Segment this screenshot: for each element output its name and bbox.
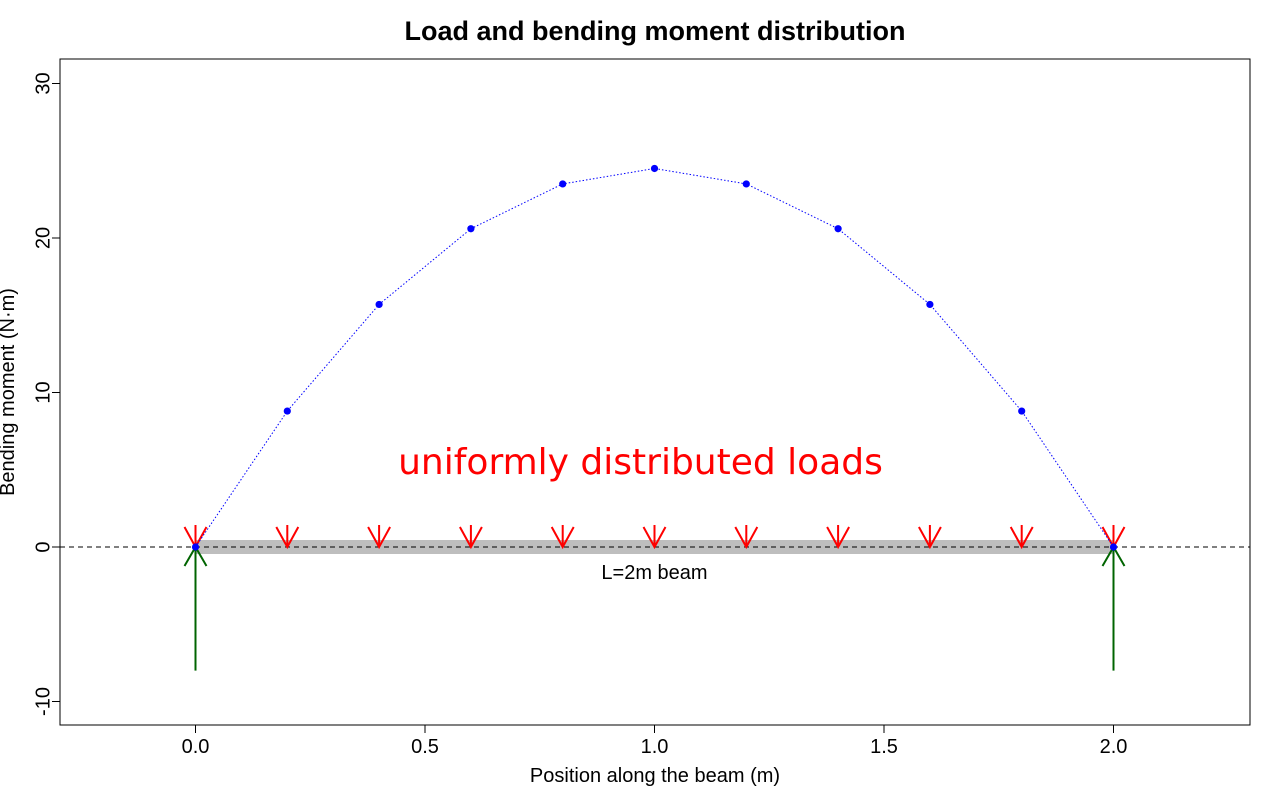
x-tick-label: 0.0 <box>182 736 210 758</box>
x-tick-label: 0.5 <box>411 736 439 758</box>
moment-point <box>191 543 200 551</box>
moment-point <box>375 300 383 309</box>
beam-label: L=2m beam <box>601 562 707 584</box>
x-tick-label: 2.0 <box>1100 736 1128 758</box>
moment-point <box>1109 543 1118 551</box>
load-arrowhead <box>642 526 667 550</box>
load-arrowhead <box>1009 526 1034 550</box>
distributed-loads-label: uniformly distributed loads <box>398 442 883 483</box>
load-arrowhead <box>734 526 759 550</box>
moment-line <box>195 167 1114 548</box>
moment-point <box>926 300 934 309</box>
load-arrowhead <box>367 526 391 550</box>
moment-point <box>559 180 567 188</box>
moment-point <box>650 164 659 173</box>
y-axis: -10 0 10 20 30 <box>32 72 61 716</box>
moment-point <box>742 180 750 188</box>
y-tick-label: 20 <box>32 227 54 249</box>
load-arrowhead <box>275 526 300 550</box>
x-tick-label: 1.0 <box>641 736 669 758</box>
load-arrowhead <box>459 526 483 550</box>
moment-point <box>1018 407 1026 415</box>
y-tick-label: 0 <box>32 541 54 552</box>
y-tick-label: 10 <box>32 381 54 403</box>
load-arrowhead <box>826 526 850 550</box>
plot-frame <box>59 58 1251 726</box>
y-axis-label: Bending moment (N·m) <box>0 288 19 496</box>
x-axis-label: Position along the beam (m) <box>530 765 780 787</box>
moment-point <box>283 407 291 415</box>
y-tick-label: -10 <box>32 687 54 716</box>
plot-area: L=2m beam uniformly distributed loads <box>60 164 1250 671</box>
x-axis: 0.0 0.5 1.0 1.5 2.0 <box>182 724 1128 758</box>
load-arrowhead <box>918 526 942 550</box>
chart-title: Load and bending moment distribution <box>405 16 906 46</box>
x-tick-label: 1.5 <box>870 736 898 758</box>
y-tick-label: 30 <box>32 72 54 94</box>
moment-point <box>467 225 475 233</box>
load-arrowhead <box>550 526 575 550</box>
moment-point <box>834 225 842 233</box>
